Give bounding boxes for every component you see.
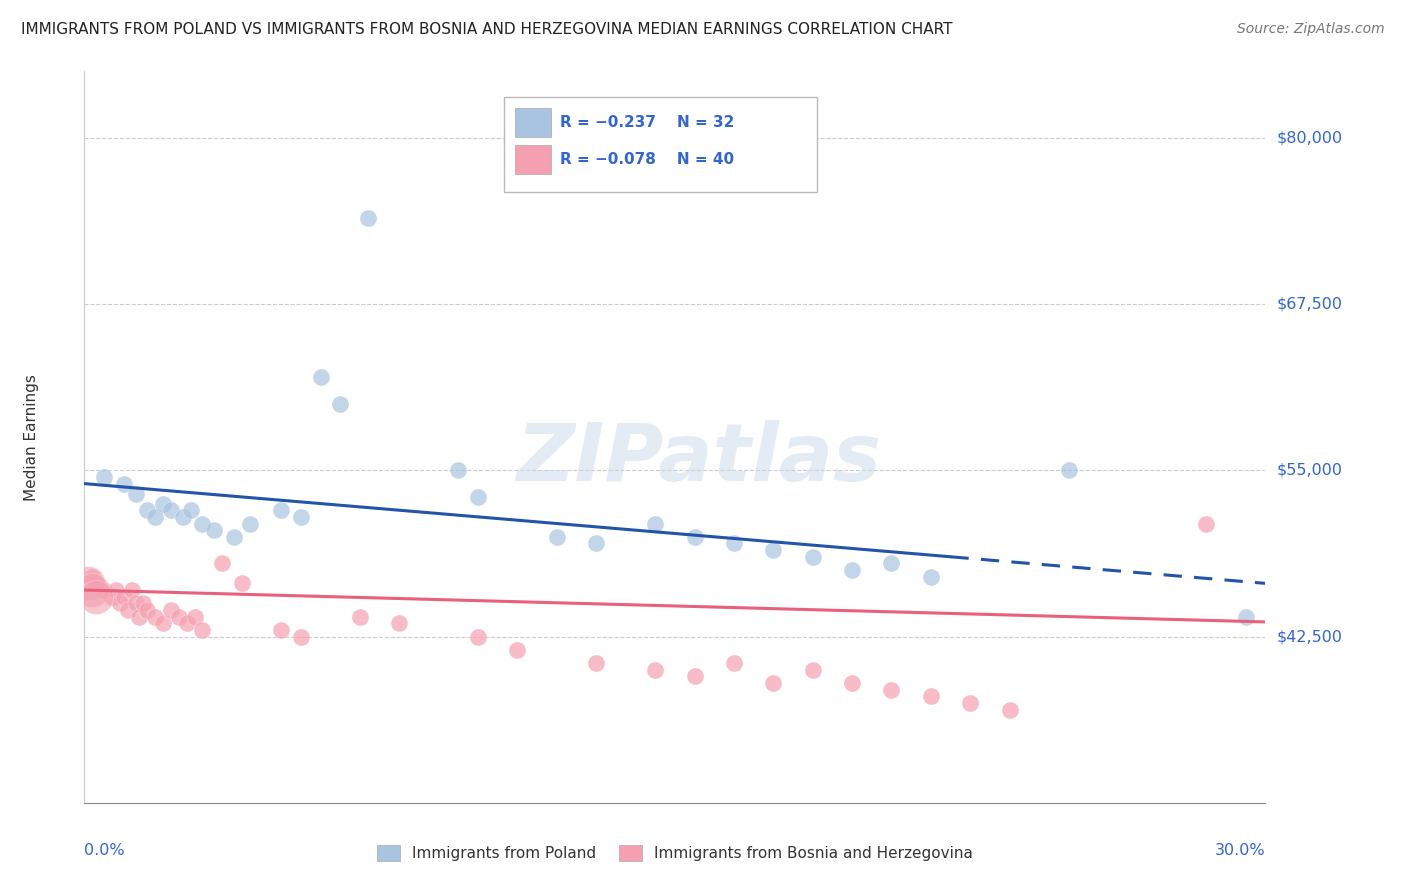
Point [136,503,159,517]
Point [167,609,190,624]
Text: $67,500: $67,500 [1277,297,1343,311]
Point [84,576,107,591]
Point [683,669,706,683]
Point [309,370,332,384]
Point [880,682,903,697]
Point [546,530,568,544]
Point [447,463,470,477]
Point [762,543,785,558]
Point [723,656,745,670]
Point [841,563,863,577]
Text: $42,500: $42,500 [1277,629,1343,644]
Point [231,576,253,591]
Point [880,557,903,571]
FancyBboxPatch shape [516,108,551,137]
Text: R = −​0.237    N = 32: R = −​0.237 N = 32 [561,115,735,130]
Point [841,676,863,690]
Text: Source: ZipAtlas.com: Source: ZipAtlas.com [1237,22,1385,37]
Point [329,397,352,411]
Point [176,616,198,631]
Point [132,596,155,610]
Text: $55,000: $55,000 [1277,463,1343,478]
Point [467,490,489,504]
Point [801,663,824,677]
Point [506,643,529,657]
Point [93,470,115,484]
Point [239,516,262,531]
Point [349,609,371,624]
Point [1234,609,1257,624]
Point [762,676,785,690]
Text: Median Earnings: Median Earnings [24,374,39,500]
Point [93,582,115,597]
Point [357,211,380,225]
Point [959,696,981,710]
Point [585,656,607,670]
Point [152,616,174,631]
Point [183,609,205,624]
Point [191,516,214,531]
Text: 30.0%: 30.0% [1215,843,1265,858]
Point [290,509,312,524]
Point [104,582,127,597]
Point [270,503,292,517]
Point [222,530,245,544]
Point [1195,516,1218,531]
Point [998,703,1021,717]
Text: IMMIGRANTS FROM POLAND VS IMMIGRANTS FROM BOSNIA AND HERZEGOVINA MEDIAN EARNINGS: IMMIGRANTS FROM POLAND VS IMMIGRANTS FRO… [21,22,953,37]
Text: $80,000: $80,000 [1277,130,1343,145]
Point [124,596,146,610]
Point [84,590,107,604]
Point [101,590,124,604]
Point [180,503,202,517]
Point [202,523,225,537]
Point [723,536,745,550]
Point [270,623,292,637]
FancyBboxPatch shape [516,145,551,174]
Point [117,603,139,617]
Point [388,616,411,631]
Point [143,609,166,624]
Point [191,623,214,637]
Point [77,576,100,591]
Point [128,609,150,624]
Point [290,630,312,644]
Point [152,497,174,511]
Point [644,663,666,677]
Point [82,570,104,584]
Point [585,536,607,550]
Text: ZIPatlas: ZIPatlas [516,420,882,498]
Legend: Immigrants from Poland, Immigrants from Bosnia and Herzegovina: Immigrants from Poland, Immigrants from … [377,845,973,861]
Point [121,582,143,597]
Point [801,549,824,564]
Point [467,630,489,644]
Point [82,582,104,597]
Point [112,476,135,491]
Point [143,509,166,524]
Point [920,690,942,704]
Point [211,557,233,571]
Point [644,516,666,531]
Point [160,603,183,617]
Point [1057,463,1080,477]
Text: 0.0%: 0.0% [84,843,125,858]
Point [920,570,942,584]
Point [124,487,146,501]
Point [683,530,706,544]
Point [136,603,159,617]
FancyBboxPatch shape [503,97,817,192]
Point [160,503,183,517]
Point [172,509,194,524]
Text: R = −​0.078    N = 40: R = −​0.078 N = 40 [561,152,734,167]
Point [108,596,131,610]
Point [112,590,135,604]
